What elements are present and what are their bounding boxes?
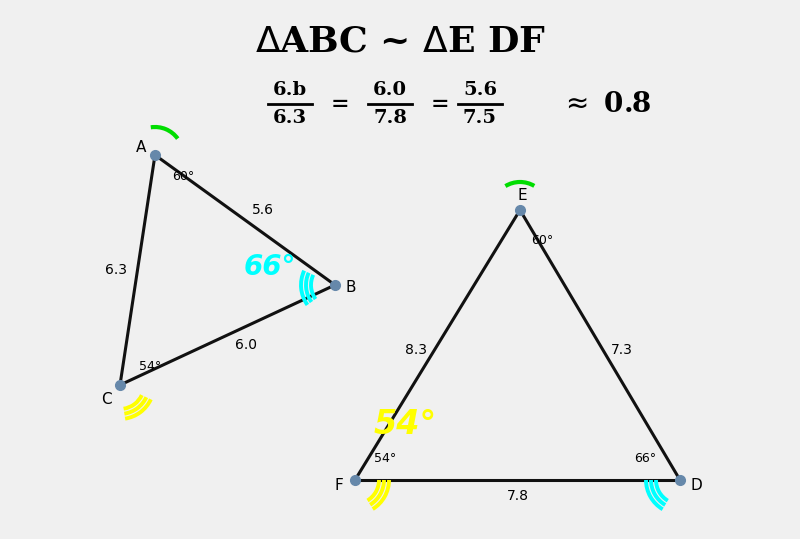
Text: =: =: [330, 93, 350, 115]
Text: 66°: 66°: [634, 452, 656, 465]
Text: 7.8: 7.8: [506, 489, 529, 503]
Text: 60°: 60°: [172, 170, 194, 183]
Text: $\approx$ 0.8: $\approx$ 0.8: [560, 91, 651, 118]
Text: 7.3: 7.3: [611, 343, 633, 357]
Text: 54°: 54°: [374, 452, 396, 465]
Text: C: C: [101, 391, 111, 406]
Text: 6.3: 6.3: [105, 263, 126, 277]
Text: 5.6: 5.6: [463, 81, 497, 99]
Text: D: D: [690, 479, 702, 494]
Text: E: E: [517, 188, 527, 203]
Text: A: A: [136, 140, 146, 155]
Text: =: =: [430, 93, 450, 115]
Text: 54°: 54°: [374, 409, 437, 441]
Text: B: B: [346, 280, 356, 294]
Text: $\mathit{\Delta}$ABC ~ $\mathit{\Delta}$E DF: $\mathit{\Delta}$ABC ~ $\mathit{\Delta}$…: [254, 25, 546, 59]
Text: 6.0: 6.0: [234, 338, 257, 352]
Text: 6.0: 6.0: [373, 81, 407, 99]
Text: F: F: [334, 479, 343, 494]
Text: 60°: 60°: [531, 233, 553, 246]
Text: 6.3: 6.3: [273, 109, 307, 127]
Text: 66°: 66°: [244, 253, 296, 281]
Text: 7.8: 7.8: [373, 109, 407, 127]
Text: 8.3: 8.3: [405, 343, 426, 357]
Text: 54°: 54°: [139, 361, 161, 374]
Text: 7.5: 7.5: [463, 109, 497, 127]
Text: 5.6: 5.6: [252, 203, 274, 217]
Text: 6.b: 6.b: [273, 81, 307, 99]
